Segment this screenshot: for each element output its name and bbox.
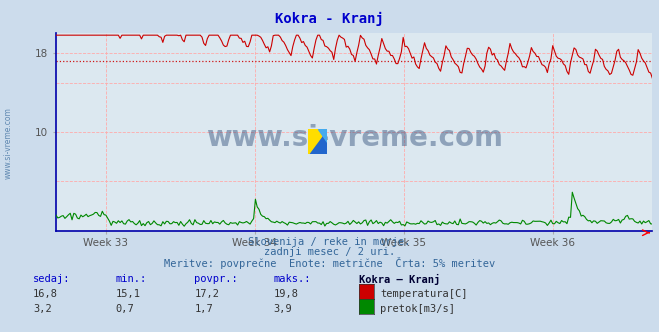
Text: www.si-vreme.com: www.si-vreme.com <box>3 107 13 179</box>
Text: povpr.:: povpr.: <box>194 274 238 284</box>
Text: sedaj:: sedaj: <box>33 274 71 284</box>
Text: 15,1: 15,1 <box>115 289 140 299</box>
Polygon shape <box>318 129 327 142</box>
Text: maks.:: maks.: <box>273 274 311 284</box>
Text: Kokra - Kranj: Kokra - Kranj <box>275 12 384 26</box>
Text: 16,8: 16,8 <box>33 289 58 299</box>
Text: temperatura[C]: temperatura[C] <box>380 289 468 299</box>
Text: min.:: min.: <box>115 274 146 284</box>
Text: 3,9: 3,9 <box>273 304 292 314</box>
Text: 3,2: 3,2 <box>33 304 51 314</box>
Text: 19,8: 19,8 <box>273 289 299 299</box>
Text: www.si-vreme.com: www.si-vreme.com <box>206 124 503 152</box>
Text: zadnji mesec / 2 uri.: zadnji mesec / 2 uri. <box>264 247 395 257</box>
Text: 0,7: 0,7 <box>115 304 134 314</box>
Text: Meritve: povprečne  Enote: metrične  Črta: 5% meritev: Meritve: povprečne Enote: metrične Črta:… <box>164 257 495 269</box>
Text: pretok[m3/s]: pretok[m3/s] <box>380 304 455 314</box>
Text: Kokra – Kranj: Kokra – Kranj <box>359 274 440 285</box>
Polygon shape <box>308 129 327 154</box>
Text: Slovenija / reke in morje.: Slovenija / reke in morje. <box>248 237 411 247</box>
Text: 1,7: 1,7 <box>194 304 213 314</box>
Text: 17,2: 17,2 <box>194 289 219 299</box>
